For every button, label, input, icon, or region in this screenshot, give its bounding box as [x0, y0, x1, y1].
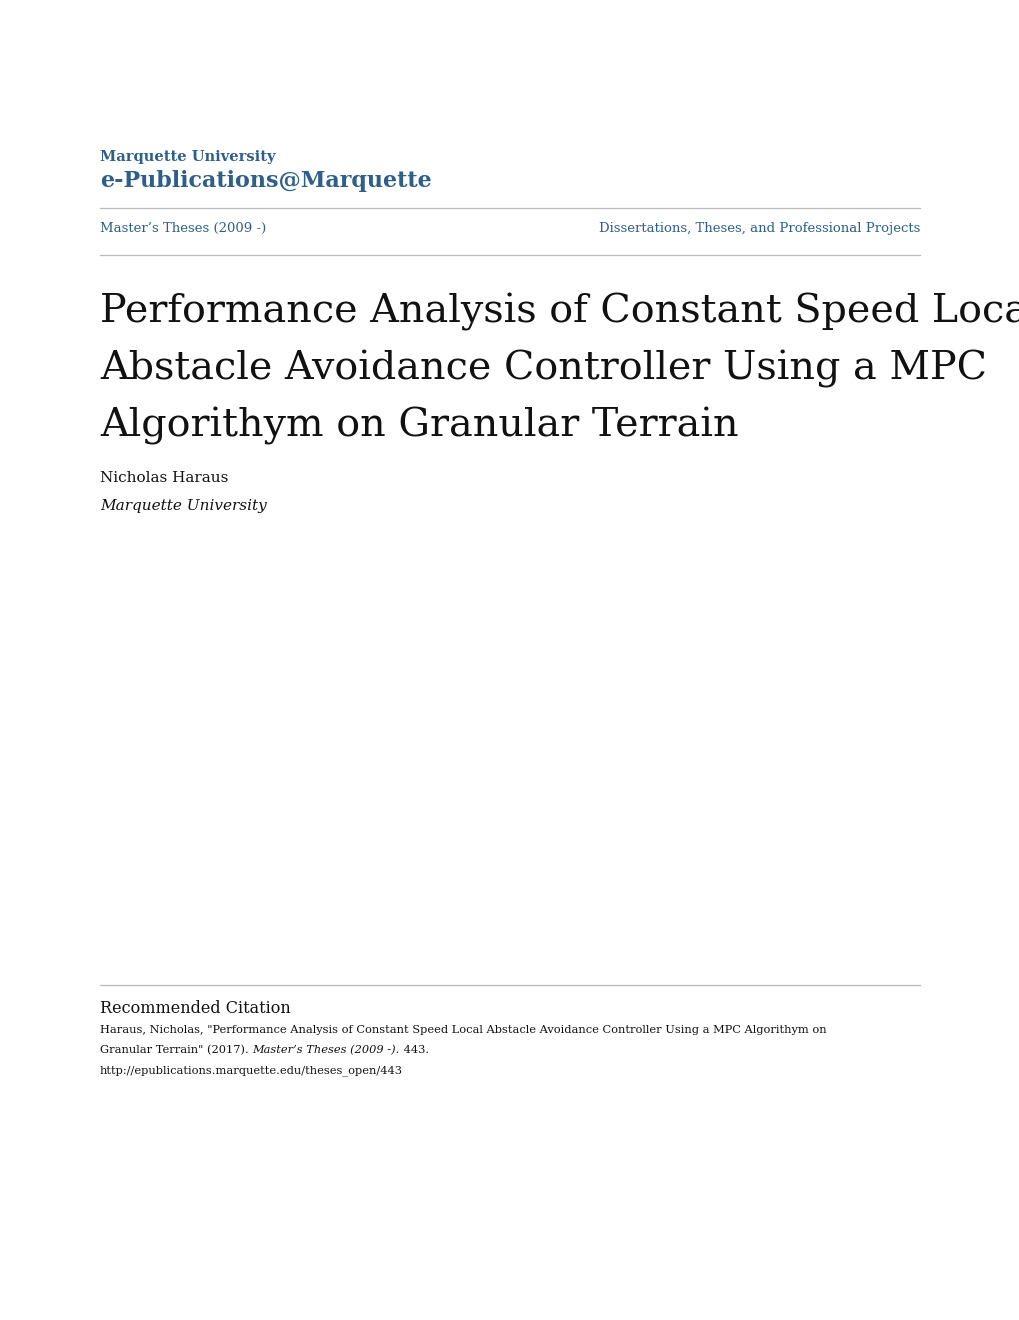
Text: Abstacle Avoidance Controller Using a MPC: Abstacle Avoidance Controller Using a MP…: [100, 350, 986, 388]
Text: Nicholas Haraus: Nicholas Haraus: [100, 471, 228, 484]
Text: Marquette University: Marquette University: [100, 499, 266, 513]
Text: Granular Terrain" (2017).: Granular Terrain" (2017).: [100, 1045, 252, 1056]
Text: Recommended Citation: Recommended Citation: [100, 1001, 290, 1016]
Text: Performance Analysis of Constant Speed Local: Performance Analysis of Constant Speed L…: [100, 293, 1019, 331]
Text: Marquette University: Marquette University: [100, 150, 275, 164]
Text: 443.: 443.: [399, 1045, 428, 1055]
Text: Algorithym on Granular Terrain: Algorithym on Granular Terrain: [100, 407, 738, 445]
Text: http://epublications.marquette.edu/theses_open/443: http://epublications.marquette.edu/these…: [100, 1065, 403, 1076]
Text: Master’s Theses (2009 -): Master’s Theses (2009 -): [100, 222, 266, 235]
Text: e-Publications@Marquette: e-Publications@Marquette: [100, 170, 431, 191]
Text: Dissertations, Theses, and Professional Projects: Dissertations, Theses, and Professional …: [598, 222, 919, 235]
Text: Haraus, Nicholas, "Performance Analysis of Constant Speed Local Abstacle Avoidan: Haraus, Nicholas, "Performance Analysis …: [100, 1024, 825, 1035]
Text: Master’s Theses (2009 -).: Master’s Theses (2009 -).: [252, 1045, 399, 1056]
